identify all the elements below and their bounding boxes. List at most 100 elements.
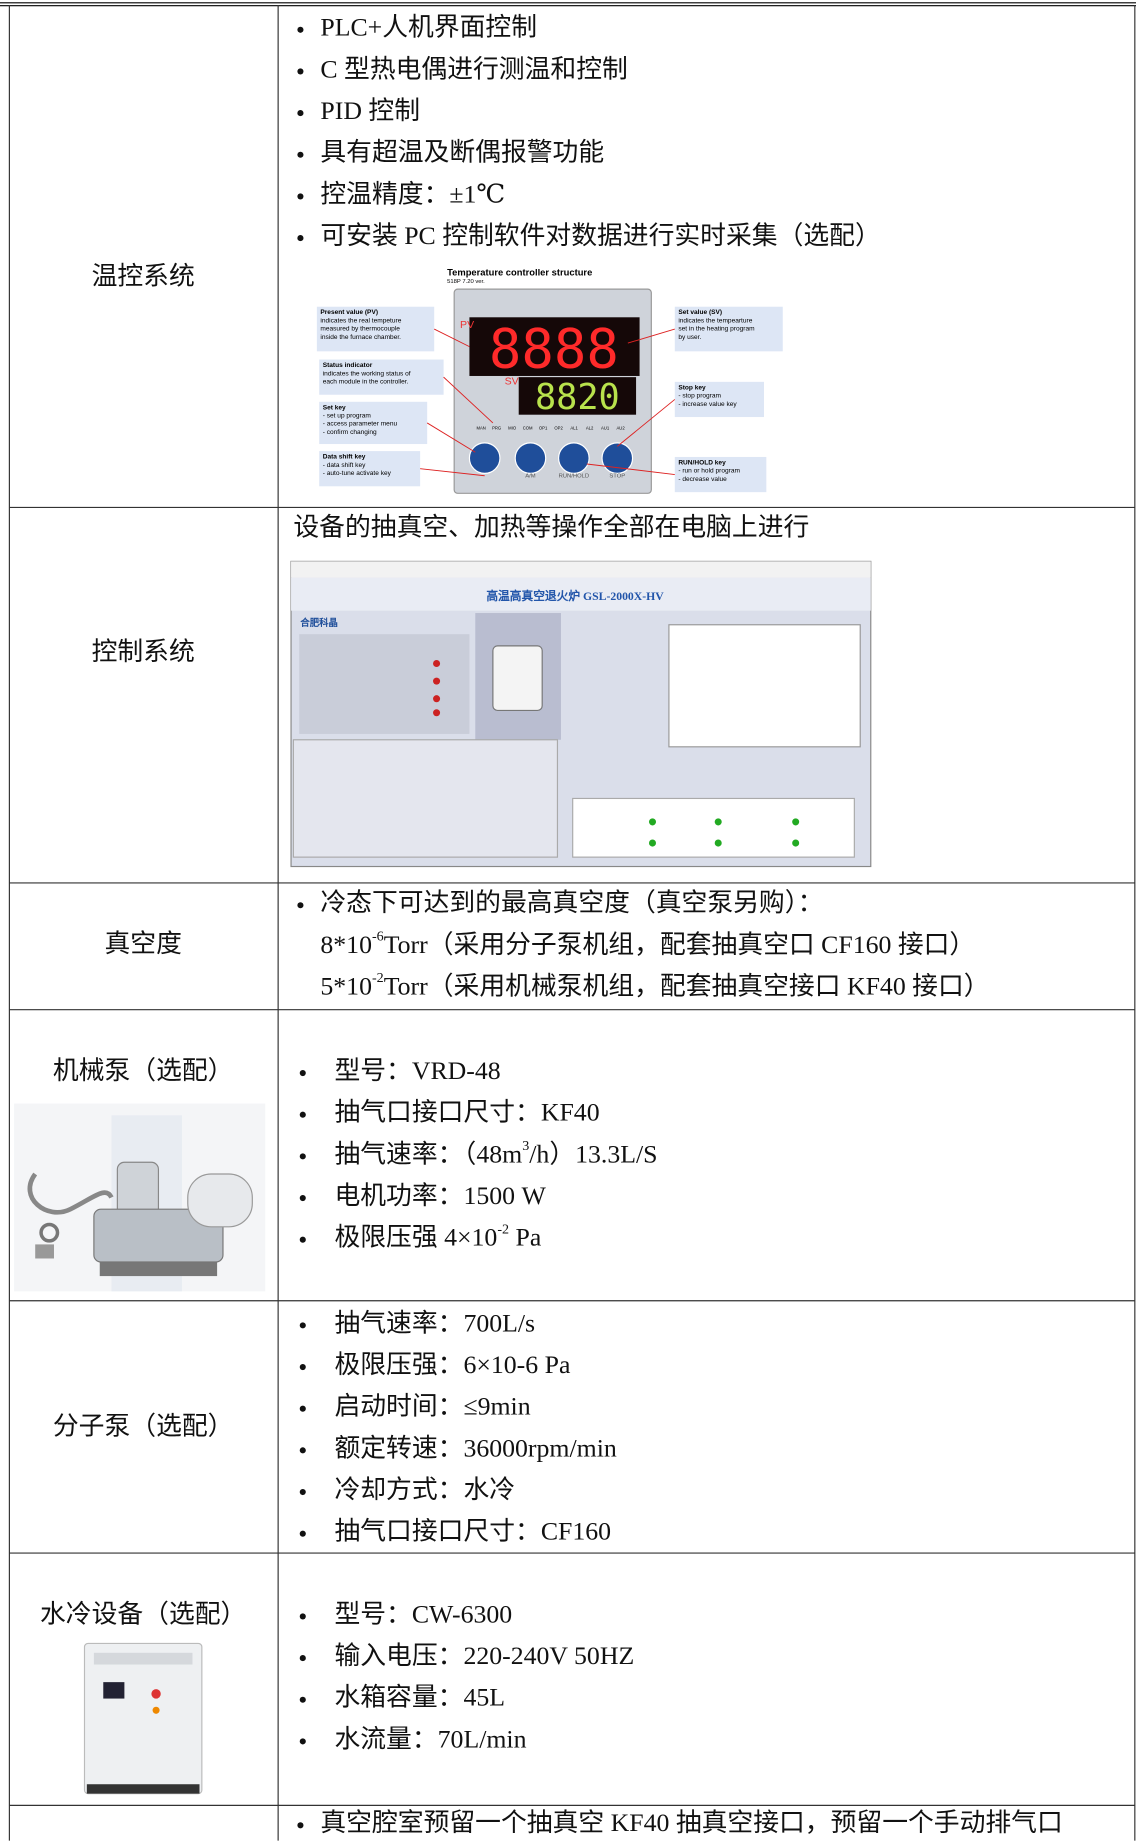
annotation-line: measured by thermocouple [320,326,400,333]
item-text: PID 控制 [320,96,420,125]
pv-display [469,317,640,376]
key-button [601,442,634,474]
item-text: C 型热电偶进行测温和控制 [320,54,627,83]
group: 温控系统 PLC+人机界面控制 C 型热电偶进行测温和控制 PID 控制具有超温及断偶… [92,13,881,494]
annotation-arrow [616,399,676,447]
diagram-subtitle: 518P 7.20 ver. [447,279,485,285]
annotation-line: - stop program [678,393,721,400]
software-screenshot: 高温高真空退火炉 GSL-2000X-HV 合肥科晶 [290,560,872,868]
bullet [299,1738,306,1745]
item-text: 极限压强 4×10-2 Pa [334,1222,541,1252]
bullet [299,1405,306,1412]
text-part: Pa [509,1223,542,1252]
text-part: 极限压强 4×10 [334,1223,497,1252]
item-text: 抽气速率：（48m3/h）13.3L/S [334,1138,657,1168]
item-text: 水箱容量：45L [334,1683,505,1712]
status-led [433,695,441,703]
annotation-line: - run or hold program [678,468,740,475]
key-button [468,442,501,474]
indicator-label: MAN [476,426,485,431]
annotation-line: Stop key [678,384,706,391]
indicator-label: AU2 [616,426,625,431]
indicator-label: OP1 [539,426,548,431]
row-label: 温控系统 [92,261,195,290]
text-part: /h）13.3L/S [529,1139,657,1168]
text-part: 5*10 [320,971,372,1000]
row-label: 控制系统 [92,637,195,666]
sv-digits: 8820 [535,377,620,418]
screen-title: 高温高真空退火炉 GSL-2000X-HV [486,589,664,603]
annotation-line: - confirm changing [323,429,377,436]
pv-label: PV [460,319,474,331]
header-band [291,577,871,611]
status-led [648,818,657,826]
superscript: -6 [372,929,384,945]
annotation-box [319,359,444,395]
bullet [299,1322,306,1329]
bullet [297,110,304,117]
bullet [299,1194,306,1202]
item-text: 极限压强：6×10-6 Pa [334,1350,571,1379]
text-part: Torr（采用机械泵机组，配套抽真空接口 KF40 接口） [384,971,990,1000]
annotation-line: - increase value key [678,401,737,408]
bullet [299,1070,306,1077]
row-label: 分子泵（选配） [53,1412,234,1441]
status-led [433,677,441,685]
annotation-box [674,456,767,493]
status-led [792,839,800,847]
item-text: 启动时间：≤9min [334,1392,530,1421]
indicator-label: AU1 [601,426,610,431]
status-led [433,659,441,668]
bullet [297,26,304,33]
pv-digits: 8888 [489,318,619,381]
annotation-line: - access parameter menu [323,421,398,428]
indicator-label: COM [523,426,533,431]
item-text: 型号：VRD-48 [334,1056,500,1085]
item-text: 控温精度：±1℃ [320,179,505,208]
annotation-box [319,451,421,487]
item-text: 8*10-6Torr（采用分子泵机组，配套抽真空口 CF160 接口） [320,929,975,959]
row-text: 设备的抽真空、加热等操作全部在电脑上进行 [293,513,809,542]
text-part: Torr（采用分子泵机组，配套抽真空口 CF160 接口） [384,930,976,959]
group: 分子泵（选配） 抽气速率：700L/s 极限压强：6×10-6 Pa 启动时间：≤9m… [53,1308,617,1545]
indicator-label: AL2 [586,426,594,431]
bullet [297,151,304,158]
bullet [299,1447,306,1454]
annotation-line: RUN/HOLD key [678,459,726,466]
annotation-line: by user. [678,334,701,341]
diagram-title: Temperature controller structure [447,268,592,278]
row-label: 水冷设备（选配） [40,1599,246,1628]
text-part: 8*10 [320,930,372,959]
annotation-line: indicates the real tempeture [320,317,401,324]
bullet [299,1696,306,1703]
sv-display [518,377,637,415]
indicator-label: OP2 [554,426,563,431]
table-grid [8,5,1136,1841]
annotation-arrow [426,422,476,453]
item-text: 水流量：70L/min [334,1724,526,1753]
group: 机械泵（选配） 型号：VRD-48 抽气口接口尺寸：KF40 抽气速率：（48m3/h… [53,1056,658,1252]
bullet [297,235,304,242]
annotation-box [674,306,783,352]
annotation-line: set in the heating program [678,326,755,333]
indicator-label: MIO [508,426,517,431]
item-text: 抽气速率：700L/s [334,1308,535,1337]
status-led [792,818,800,826]
bullet [299,1236,306,1243]
furnace [492,645,543,712]
indicator-label: AL1 [570,426,578,431]
bullet [299,1363,306,1371]
chiller-image [83,1642,203,1795]
bullet [299,1530,306,1537]
item-text: 抽气口接口尺寸：CF160 [334,1517,611,1546]
annotation-box [319,401,428,445]
status-led [714,818,722,826]
item-text: 额定转速：36000rpm/min [334,1433,616,1462]
row-label: 真空度 [104,929,181,958]
screen-logo: 合肥科晶 [300,617,338,629]
item-text: 输入电压：220-240V 50HZ [334,1641,634,1670]
annotation-line: inside the furnace chamber. [320,334,401,341]
